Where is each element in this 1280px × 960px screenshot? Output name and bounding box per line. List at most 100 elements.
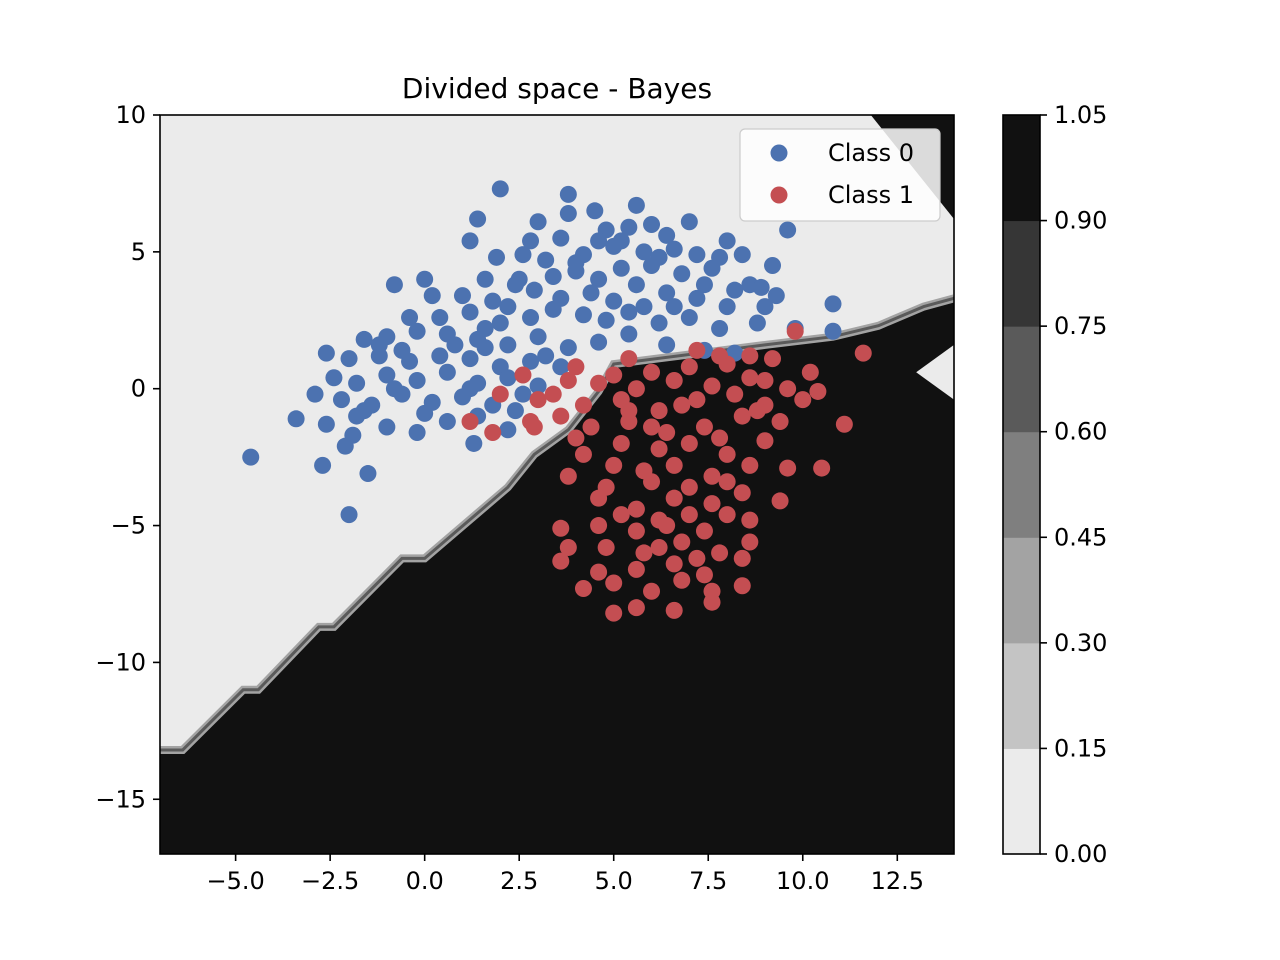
class-1-point xyxy=(650,511,668,529)
y-tick-label: −10 xyxy=(95,648,146,676)
class-0-point xyxy=(348,374,366,392)
class-0-point xyxy=(544,300,562,318)
class-0-point xyxy=(469,210,487,228)
class-1-point xyxy=(627,599,645,617)
class-0-point xyxy=(476,270,494,288)
colorbar-segment xyxy=(1003,748,1040,855)
class-1-point xyxy=(574,445,592,463)
class-0-point xyxy=(514,246,532,264)
class-0-point xyxy=(484,292,502,310)
light-island-region xyxy=(916,344,954,400)
class-1-point xyxy=(567,358,585,376)
class-0-point xyxy=(344,426,362,444)
class-0-point xyxy=(552,229,570,247)
class-1-point xyxy=(718,473,736,491)
class-0-point xyxy=(673,265,691,283)
x-tick-label: 10.0 xyxy=(776,867,829,895)
class-0-point xyxy=(537,251,555,269)
class-0-point xyxy=(612,259,630,277)
class-0-point xyxy=(514,385,532,403)
class-0-point xyxy=(242,448,260,466)
class-1-point xyxy=(605,456,623,474)
class-1-point xyxy=(590,517,608,535)
class-1-point xyxy=(733,549,751,567)
class-0-point xyxy=(779,221,797,239)
class-0-point xyxy=(355,402,373,420)
class-1-point xyxy=(673,396,691,414)
class-1-point xyxy=(574,580,592,598)
class-0-point xyxy=(340,350,358,368)
class-0-point xyxy=(680,213,698,231)
class-0-point xyxy=(605,292,623,310)
class-0-point xyxy=(627,196,645,214)
class-0-point xyxy=(408,371,426,389)
class-0-point xyxy=(752,278,770,296)
class-1-point xyxy=(786,322,804,340)
class-0-point xyxy=(491,180,509,198)
class-0-point xyxy=(461,350,479,368)
class-0-point xyxy=(529,213,547,231)
class-0-point xyxy=(522,232,540,250)
class-0-point xyxy=(733,246,751,264)
class-1-point xyxy=(718,506,736,524)
class-1-point xyxy=(703,495,721,513)
class-0-point xyxy=(499,369,517,387)
class-1-point xyxy=(771,492,789,510)
class-1-point xyxy=(665,489,683,507)
colorbar-segment xyxy=(1003,642,1040,749)
class-0-point xyxy=(597,311,615,329)
class-1-point xyxy=(665,555,683,573)
class-0-point xyxy=(756,298,774,316)
legend-marker-class-1 xyxy=(770,186,788,204)
class-1-point xyxy=(574,396,592,414)
class-1-point xyxy=(695,418,713,436)
class-0-point xyxy=(317,415,335,433)
class-0-point xyxy=(499,336,517,354)
class-1-point xyxy=(703,467,721,485)
class-0-point xyxy=(726,281,744,299)
class-0-point xyxy=(287,410,305,428)
class-1-point xyxy=(764,350,782,368)
class-1-point xyxy=(741,369,759,387)
class-1-region xyxy=(160,298,954,854)
colorbar-segment xyxy=(1003,326,1040,433)
class-1-point xyxy=(741,533,759,551)
x-tick-label: 0.0 xyxy=(406,867,444,895)
class-0-point xyxy=(340,506,358,524)
class-1-point xyxy=(665,371,683,389)
class-1-point xyxy=(680,434,698,452)
y-axis: 10 5 0 −5 −10 −15 xyxy=(95,101,160,813)
colorbar-tick-label: 0.15 xyxy=(1054,734,1107,762)
class-0-point xyxy=(408,322,426,340)
class-1-point xyxy=(620,350,638,368)
x-tick-label: 5.0 xyxy=(595,867,633,895)
class-0-point xyxy=(559,185,577,203)
class-0-point xyxy=(438,413,456,431)
class-1-point xyxy=(711,347,729,365)
class-0-point xyxy=(438,363,456,381)
x-tick-label: 7.5 xyxy=(689,867,727,895)
class-1-point xyxy=(620,402,638,420)
class-0-point xyxy=(465,434,483,452)
class-1-point xyxy=(756,432,774,450)
class-1-point xyxy=(680,506,698,524)
class-1-point xyxy=(559,467,577,485)
class-1-point xyxy=(741,347,759,365)
class-0-point xyxy=(695,276,713,294)
y-tick-label: 5 xyxy=(131,238,146,266)
legend-label-class-0: Class 0 xyxy=(828,139,914,167)
class-0-point xyxy=(658,284,676,302)
class-1-point xyxy=(726,385,744,403)
class-1-point xyxy=(733,577,751,595)
class-1-point xyxy=(643,363,661,381)
chart-title: Divided space - Bayes xyxy=(402,72,712,105)
colorbar-segment xyxy=(1003,220,1040,327)
class-1-point xyxy=(854,344,872,362)
class-0-point xyxy=(522,352,540,370)
colorbar-tick-label: 1.05 xyxy=(1054,101,1107,129)
class-1-point xyxy=(590,489,608,507)
class-1-point xyxy=(813,459,831,477)
class-1-point xyxy=(552,552,570,570)
y-tick-label: 10 xyxy=(115,101,146,129)
class-0-point xyxy=(574,306,592,324)
